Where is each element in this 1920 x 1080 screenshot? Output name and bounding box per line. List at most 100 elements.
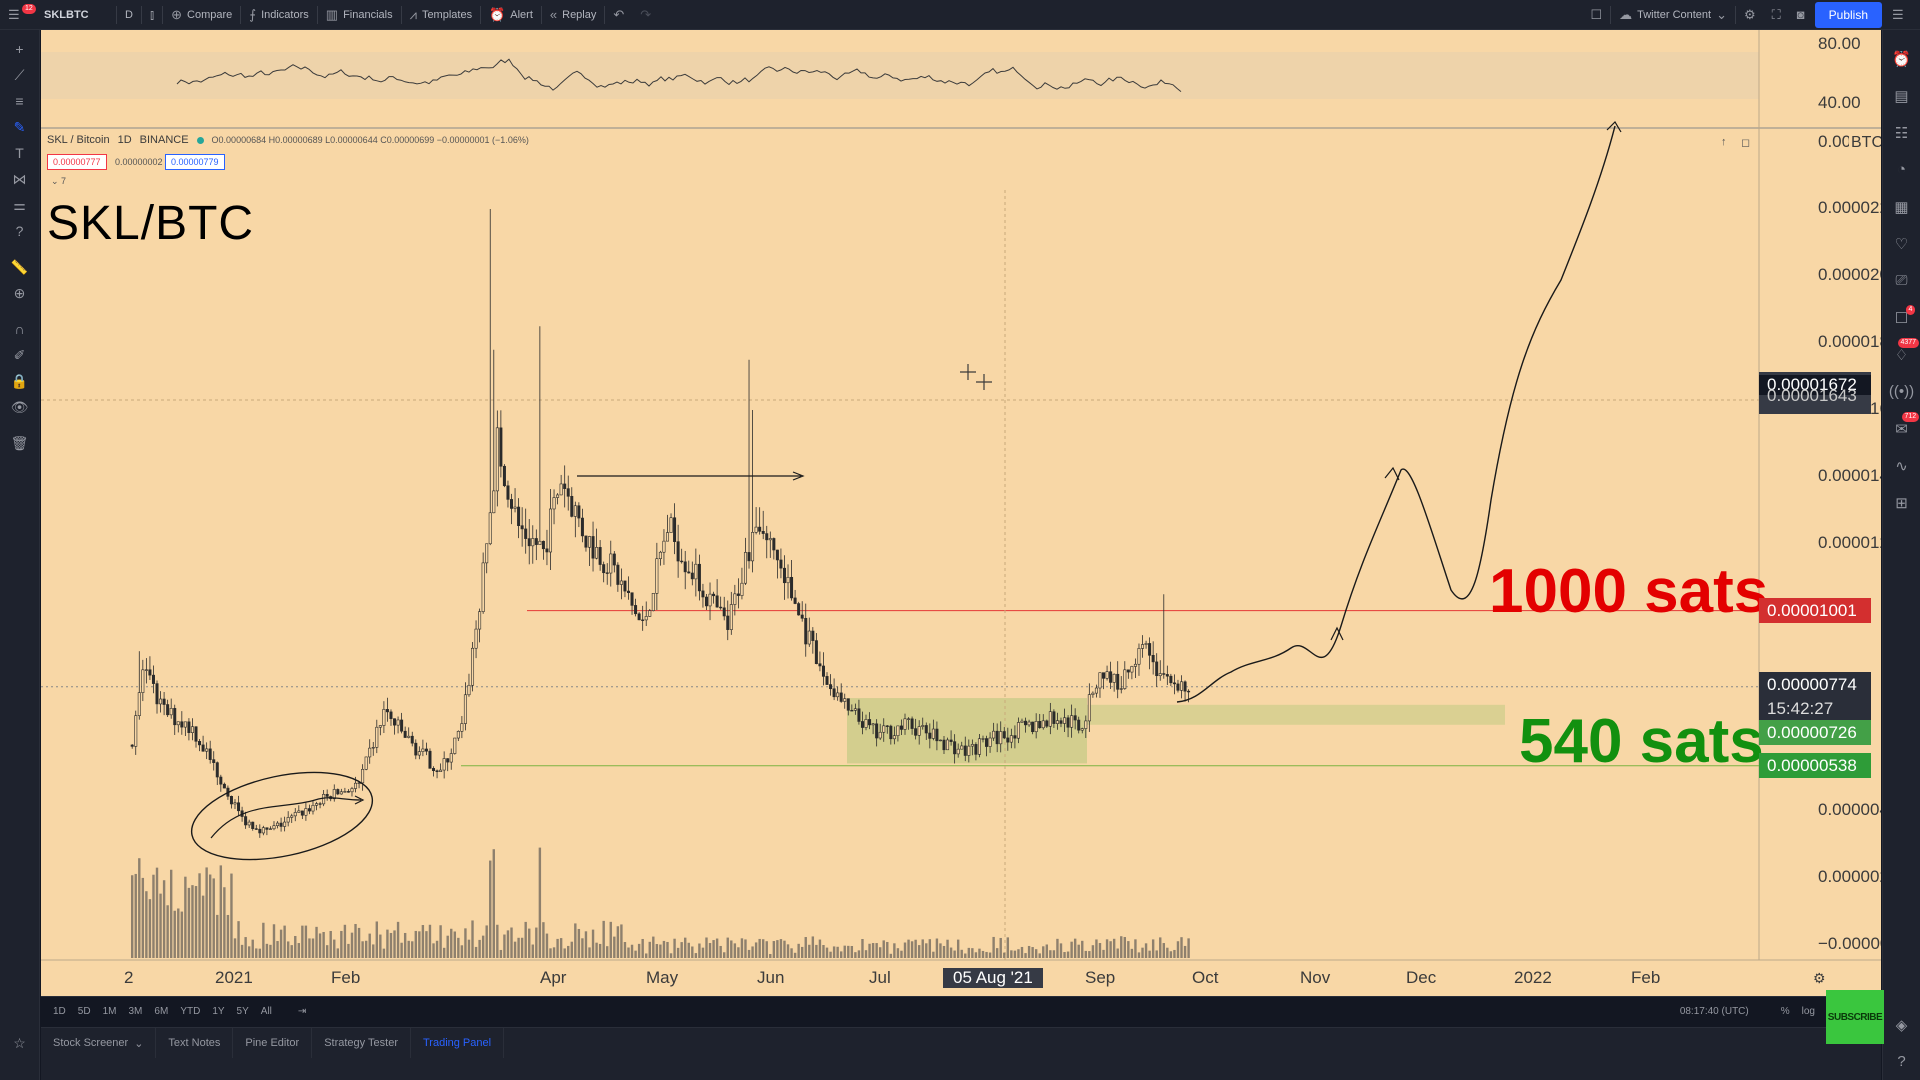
sell-button[interactable]: 0.00000777 xyxy=(47,154,107,170)
goto-date-icon[interactable]: ⇥ xyxy=(297,1006,307,1017)
volume-bar xyxy=(1159,937,1162,958)
replay-button[interactable]: « Replay xyxy=(542,0,604,30)
volume-bar xyxy=(669,953,673,958)
trendline-tool[interactable]: ⟋ xyxy=(6,62,34,88)
candle-body xyxy=(343,791,347,793)
financials-button[interactable]: ▥ Financials xyxy=(318,0,401,30)
percent-toggle[interactable]: % xyxy=(1780,1006,1790,1017)
chats-button[interactable]: ☐ 4 xyxy=(1888,299,1916,336)
buy-button[interactable]: 0.00000779 xyxy=(165,154,225,170)
notifications-button[interactable]: ♢ 4377 xyxy=(1888,336,1920,373)
candle-body xyxy=(1063,717,1067,724)
ruler-tool[interactable]: 📏 xyxy=(6,254,34,280)
chart-type-button[interactable]: ⫾ xyxy=(142,0,162,30)
volume-bar xyxy=(978,948,981,958)
subscribe-overlay-button[interactable]: SUBSCRIBE xyxy=(1826,990,1884,1044)
help-button[interactable]: ? xyxy=(1888,1043,1916,1080)
layers-button[interactable]: ◈ xyxy=(1888,1006,1916,1043)
symbol-search[interactable]: SKLBTC xyxy=(44,8,89,21)
compare-button[interactable]: ⊕ Compare xyxy=(163,0,240,30)
timeframe-ytd[interactable]: YTD xyxy=(180,1006,201,1017)
timeframe-1d[interactable]: 1D xyxy=(53,1006,66,1017)
help-tool[interactable]: ? xyxy=(6,218,34,244)
dom-button[interactable]: ⊞ xyxy=(1888,484,1916,521)
candle-body xyxy=(864,719,868,728)
timeframe-1m[interactable]: 1M xyxy=(102,1006,117,1017)
templates-button[interactable]: ⩘ Templates xyxy=(402,0,480,30)
volume-bar xyxy=(971,948,974,958)
maximize-icon[interactable]: ◻ xyxy=(1741,137,1751,149)
chart-canvas[interactable] xyxy=(41,30,1881,996)
news-icon: ☷ xyxy=(1894,124,1909,142)
news-button[interactable]: ☷ xyxy=(1888,114,1916,151)
candle-body xyxy=(364,756,368,770)
volume-bar xyxy=(205,867,208,958)
timeframe-3m[interactable]: 3M xyxy=(128,1006,143,1017)
calendar-button[interactable]: ▦ xyxy=(1888,188,1916,225)
crosshair-tool[interactable]: + xyxy=(6,36,34,62)
text-tool[interactable]: T xyxy=(6,140,34,166)
arrow-up-icon[interactable]: ↑ xyxy=(1721,136,1727,148)
volume-bar xyxy=(485,925,488,958)
settings-button[interactable]: ⚙ xyxy=(1736,0,1764,30)
streams-button[interactable]: ⎚ xyxy=(1888,262,1916,299)
hotlist-button[interactable]: ◔ xyxy=(1888,151,1916,188)
candle-body xyxy=(190,726,194,733)
candle-body xyxy=(513,506,517,509)
alert-button[interactable]: ⏰ Alert xyxy=(481,0,541,30)
axis-settings-icon[interactable]: ⚙ xyxy=(1813,970,1826,986)
broadcast-button[interactable]: ((•)) xyxy=(1888,373,1916,410)
prediction-tool[interactable]: ⚌ xyxy=(6,192,34,218)
timeframe-5d[interactable]: 5D xyxy=(77,1006,91,1017)
tab-stock-screener[interactable]: Stock Screener ⌄ xyxy=(41,1028,157,1058)
tab-strategy-tester[interactable]: Strategy Tester xyxy=(312,1028,411,1058)
candle-body xyxy=(605,572,609,574)
favorites-tool[interactable]: ☆ xyxy=(6,1030,34,1056)
redo-button[interactable]: ↷ xyxy=(632,0,659,30)
menu-button[interactable]: ☰ 12 xyxy=(0,0,36,30)
undo-button[interactable]: ↶ xyxy=(605,0,632,30)
messages-button[interactable]: ✉ 712 xyxy=(1888,410,1920,447)
snapshot-button[interactable]: ◙ xyxy=(1789,0,1813,30)
volume-bar xyxy=(1127,941,1130,958)
hide-tool[interactable]: 👁 xyxy=(6,394,34,420)
pattern-tool[interactable]: ⋈ xyxy=(6,166,34,192)
zoom-tool[interactable]: ⊕ xyxy=(6,280,34,306)
chart-pane[interactable]: SKL/BTC SKL / Bitcoin 1D BINANCE O0.0000… xyxy=(41,30,1881,996)
layout-name-button[interactable]: ☁ Twitter Content ⌄ xyxy=(1611,0,1735,30)
timeframe-all[interactable]: All xyxy=(260,1006,272,1017)
log-toggle[interactable]: log xyxy=(1801,1006,1815,1017)
layout-select-button[interactable]: ☐ xyxy=(1582,0,1610,30)
tab-trading-panel[interactable]: Trading Panel xyxy=(411,1028,505,1058)
magnet-tool[interactable]: ∩ xyxy=(6,316,34,342)
candle-body xyxy=(499,427,503,467)
ideas-button[interactable]: ♡ xyxy=(1888,225,1916,262)
tab-text-notes[interactable]: Text Notes xyxy=(156,1028,234,1058)
candle-body xyxy=(481,562,485,612)
lock-tool[interactable]: 🔒 xyxy=(6,368,34,394)
volume-bar xyxy=(811,936,815,958)
watchlist-button[interactable]: ⏰ xyxy=(1888,40,1916,77)
candle-body xyxy=(1130,666,1134,673)
interval-button[interactable]: D xyxy=(125,8,133,21)
time-axis-label: Oct xyxy=(1192,968,1219,987)
watchlist-toggle[interactable]: ☰ xyxy=(1884,0,1920,30)
candle-body xyxy=(208,748,212,760)
indicator-collapse-toggle[interactable]: ⌄ 7 xyxy=(51,176,67,186)
stay-drawing-tool[interactable]: ✐ xyxy=(6,342,34,368)
alerts-log-button[interactable]: ∿ xyxy=(1888,447,1916,484)
data-window-button[interactable]: ▤ xyxy=(1888,77,1916,114)
publish-button[interactable]: Publish xyxy=(1814,1,1882,28)
fib-tool[interactable]: ≡ xyxy=(6,88,34,114)
volume-bar xyxy=(510,927,513,958)
time-axis-label: Jun xyxy=(757,968,785,987)
remove-tool[interactable]: 🗑 xyxy=(6,430,34,456)
indicators-button[interactable]: ⨍ Indicators xyxy=(241,0,316,30)
price-axis-label: 0.00000400 xyxy=(1818,800,1881,819)
tab-pine-editor[interactable]: Pine Editor xyxy=(233,1028,313,1058)
timeframe-6m[interactable]: 6M xyxy=(154,1006,169,1017)
brush-tool[interactable]: ✎ xyxy=(6,114,34,140)
timeframe-5y[interactable]: 5Y xyxy=(236,1006,249,1017)
timeframe-1y[interactable]: 1Y xyxy=(212,1006,225,1017)
fullscreen-button[interactable]: ⛶ xyxy=(1764,0,1789,30)
